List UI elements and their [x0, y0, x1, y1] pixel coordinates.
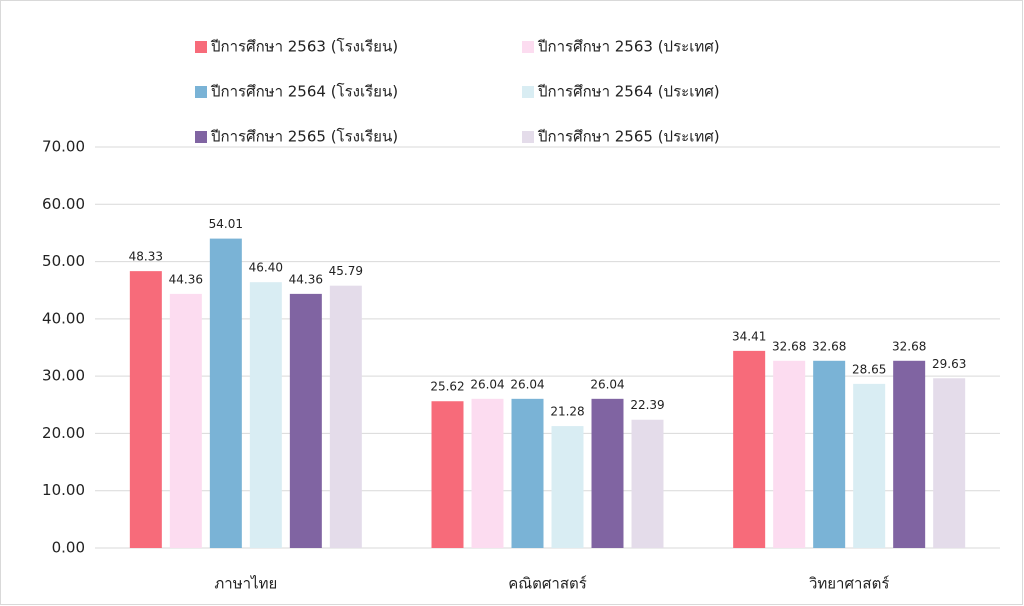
- y-tick-label: 20.00: [42, 424, 85, 442]
- x-tick-label: ภาษาไทย: [214, 575, 277, 593]
- y-tick-label: 0.00: [52, 539, 85, 557]
- value-label: 44.36: [289, 272, 323, 286]
- value-label: 54.01: [209, 217, 243, 231]
- value-label: 45.79: [329, 264, 363, 278]
- legend-label: ปีการศึกษา 2563 (ประเทศ): [537, 38, 720, 56]
- legend-label: ปีการศึกษา 2564 (โรงเรียน): [210, 83, 398, 101]
- legend-label: ปีการศึกษา 2563 (โรงเรียน): [210, 38, 398, 56]
- value-label: 32.68: [812, 339, 846, 353]
- bar: [551, 426, 584, 548]
- y-tick-label: 70.00: [42, 138, 85, 156]
- bar: [289, 293, 322, 548]
- bar: [511, 398, 544, 548]
- value-label: 48.33: [129, 250, 163, 264]
- bar: [129, 271, 162, 548]
- value-label: 29.63: [932, 357, 966, 371]
- y-tick-label: 40.00: [42, 309, 85, 327]
- value-label: 22.39: [630, 398, 664, 412]
- legend-swatch: [195, 86, 207, 98]
- y-tick-label: 30.00: [42, 367, 85, 385]
- y-tick-label: 10.00: [42, 481, 85, 499]
- x-tick-label: วิทยาศาสตร์: [808, 575, 889, 593]
- value-label: 34.41: [732, 329, 766, 343]
- value-label: 25.62: [430, 380, 464, 394]
- bar: [733, 350, 766, 548]
- x-tick-label: คณิตศาสตร์: [508, 575, 587, 593]
- value-label: 26.04: [590, 377, 624, 391]
- legend-swatch: [522, 131, 534, 143]
- bar: [813, 360, 846, 548]
- value-label: 21.28: [550, 405, 584, 419]
- bar: [431, 401, 464, 548]
- bar: [169, 293, 202, 548]
- legend-swatch: [195, 41, 207, 53]
- bar: [471, 398, 504, 548]
- y-tick-label: 50.00: [42, 252, 85, 270]
- bar: [249, 282, 282, 548]
- value-label: 32.68: [892, 339, 926, 353]
- bar: [209, 238, 242, 548]
- legend-swatch: [522, 86, 534, 98]
- legend-swatch: [195, 131, 207, 143]
- bar: [933, 378, 966, 548]
- value-label: 28.65: [852, 362, 886, 376]
- legend-label: ปีการศึกษา 2565 (ประเทศ): [537, 128, 720, 146]
- bar: [591, 398, 624, 548]
- value-label: 26.04: [510, 377, 544, 391]
- y-tick-label: 60.00: [42, 195, 85, 213]
- bar: [893, 360, 926, 548]
- value-label: 46.40: [249, 261, 283, 275]
- bar: [329, 285, 362, 548]
- legend-swatch: [522, 41, 534, 53]
- legend-label: ปีการศึกษา 2564 (ประเทศ): [537, 83, 720, 101]
- bar: [853, 383, 886, 548]
- value-label: 32.68: [772, 339, 806, 353]
- legend-label: ปีการศึกษา 2565 (โรงเรียน): [210, 128, 398, 146]
- value-label: 26.04: [470, 377, 504, 391]
- bar: [631, 419, 664, 548]
- bar: [773, 360, 806, 548]
- value-label: 44.36: [169, 272, 203, 286]
